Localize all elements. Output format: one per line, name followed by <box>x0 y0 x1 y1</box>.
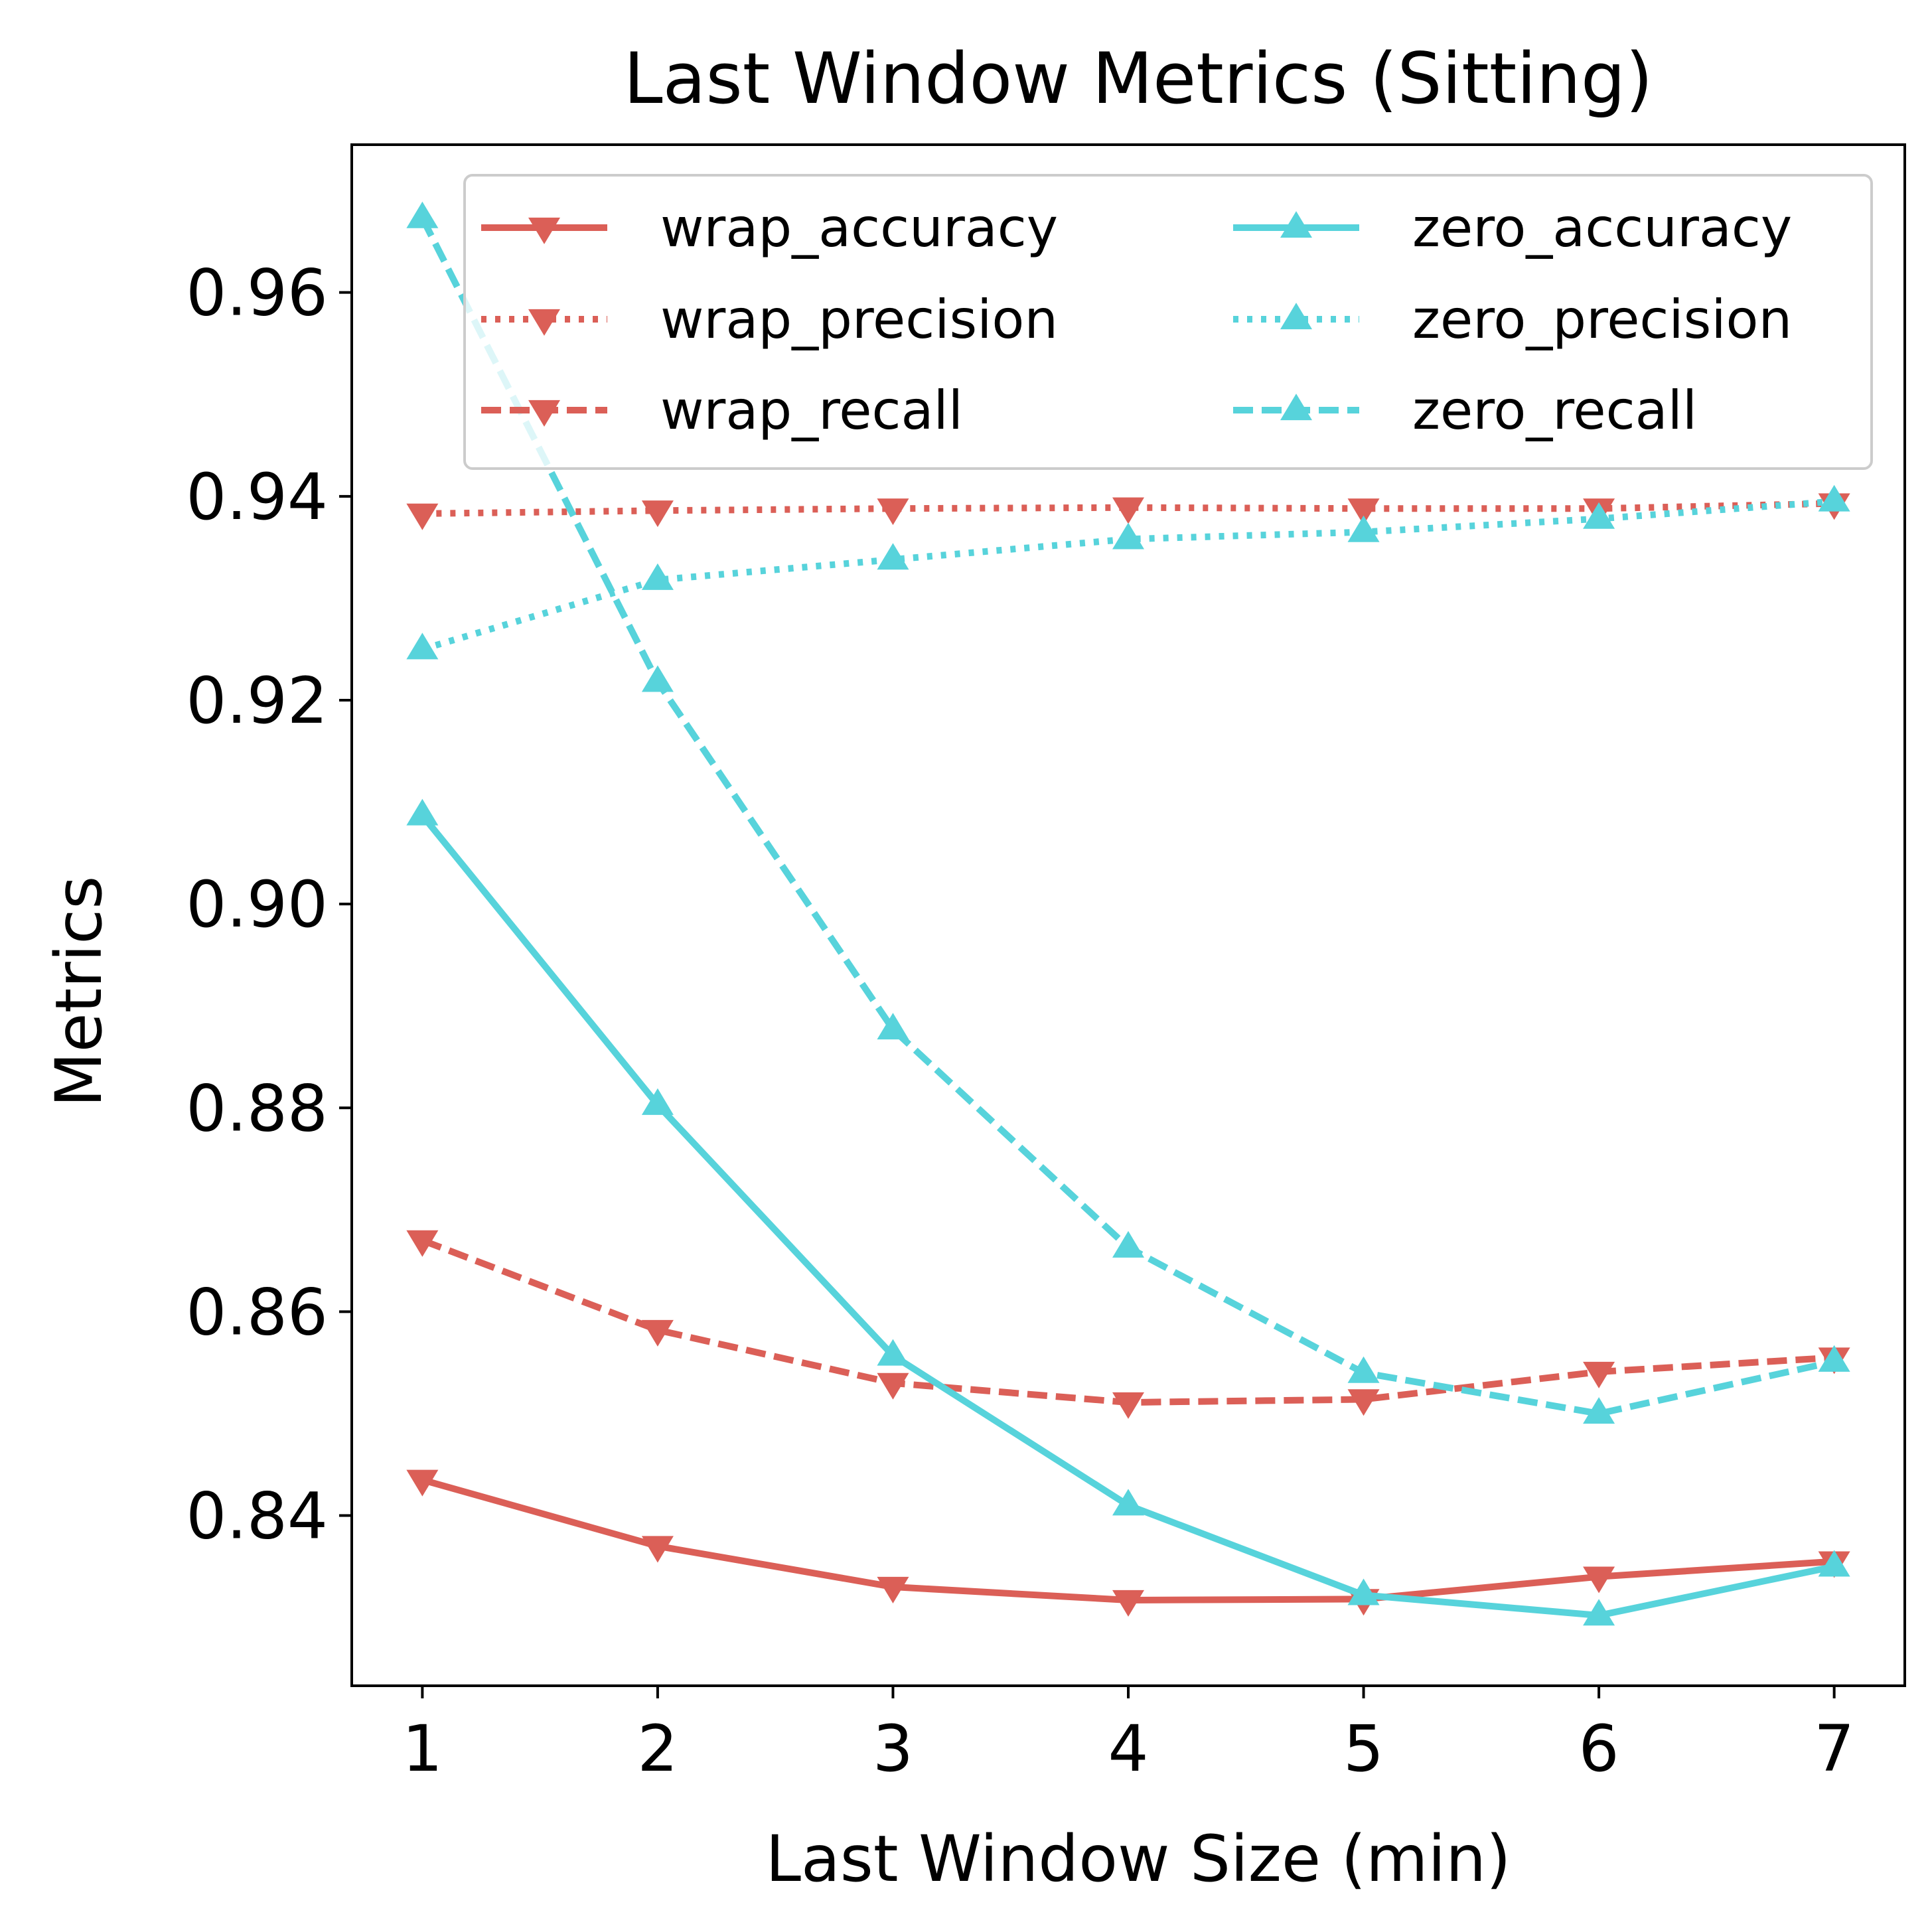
legend-item: wrap_accuracy <box>481 197 1058 259</box>
data-point <box>406 503 439 530</box>
legend-marker <box>1280 303 1312 330</box>
y-tick-label: 0.94 <box>186 460 328 534</box>
legend-label: zero_accuracy <box>1412 197 1792 259</box>
x-tick-label: 4 <box>1108 1712 1148 1786</box>
data-point <box>1112 1392 1144 1419</box>
data-point <box>1347 1578 1380 1605</box>
y-tick-label: 0.88 <box>186 1071 328 1146</box>
legend-marker <box>1280 394 1312 421</box>
data-point <box>1583 1566 1615 1594</box>
data-point <box>641 1319 674 1347</box>
legend-item: zero_accuracy <box>1233 197 1792 259</box>
plot-area <box>406 201 1850 1626</box>
data-point <box>1583 1599 1615 1626</box>
data-point <box>406 1469 439 1497</box>
x-tick-label: 2 <box>637 1712 678 1786</box>
data-point <box>1112 1590 1144 1617</box>
legend: wrap_accuracy wrap_precision wrap_recall ze… <box>463 174 1873 470</box>
data-point <box>1583 1361 1615 1388</box>
data-point <box>641 500 674 528</box>
data-point <box>641 1088 674 1115</box>
y-tick-label: 0.86 <box>186 1275 328 1349</box>
y-tick-label: 0.92 <box>186 664 328 738</box>
y-axis: 0.84 0.86 0.88 0.90 0.92 0.94 0.96 <box>186 256 352 1554</box>
data-point <box>1818 1345 1850 1372</box>
legend-label: zero_precision <box>1412 289 1792 350</box>
legend-marker <box>528 400 560 427</box>
data-point <box>1112 497 1144 524</box>
y-axis-label: Metrics <box>42 876 116 1107</box>
data-point <box>877 1373 909 1400</box>
data-point <box>1583 502 1615 529</box>
data-point <box>1818 1550 1850 1577</box>
data-point <box>877 1013 909 1040</box>
legend-item: zero_precision <box>1233 289 1792 350</box>
data-point <box>1347 1389 1380 1416</box>
legend-marker <box>1280 211 1312 238</box>
data-point <box>1347 515 1380 542</box>
data-point <box>877 498 909 526</box>
plot-frame <box>350 143 1906 1687</box>
data-point <box>1347 1356 1380 1383</box>
legend-item: zero_recall <box>1233 380 1697 441</box>
series-zero-accuracy <box>406 798 1850 1626</box>
x-axis: 1 2 3 4 5 6 7 <box>402 1686 1854 1786</box>
legend-marker <box>528 217 560 244</box>
x-tick-label: 7 <box>1814 1712 1854 1786</box>
data-point <box>406 1230 439 1257</box>
data-point <box>1112 1489 1144 1516</box>
data-point <box>877 1339 909 1366</box>
x-tick-label: 1 <box>402 1712 443 1786</box>
data-point <box>641 1536 674 1563</box>
x-axis-label: Last Window Size (min) <box>765 1822 1511 1896</box>
data-point <box>641 665 674 692</box>
data-point <box>406 798 439 826</box>
legend-label: wrap_precision <box>660 289 1058 350</box>
data-point <box>1347 498 1380 526</box>
data-point <box>1112 522 1144 550</box>
data-point <box>1112 1230 1144 1258</box>
chart-title: Last Window Metrics (Sitting) <box>623 38 1653 119</box>
legend-label: wrap_accuracy <box>660 197 1058 259</box>
data-point <box>877 543 909 570</box>
data-point <box>877 1576 909 1603</box>
data-point <box>1583 1397 1615 1424</box>
data-point <box>406 632 439 660</box>
legend-item: wrap_precision <box>481 289 1058 350</box>
legend-marker <box>528 309 560 336</box>
x-tick-label: 3 <box>873 1712 913 1786</box>
x-tick-label: 6 <box>1579 1712 1619 1786</box>
x-tick-label: 5 <box>1343 1712 1384 1786</box>
data-point <box>641 563 674 590</box>
legend-label: zero_recall <box>1412 380 1697 441</box>
legend-box <box>463 174 1873 470</box>
data-point <box>406 201 439 228</box>
legend-item: wrap_recall <box>481 380 963 441</box>
legend-label: wrap_recall <box>660 380 963 441</box>
y-tick-label: 0.84 <box>186 1479 328 1554</box>
data-point <box>1818 484 1850 512</box>
y-tick-label: 0.90 <box>186 867 328 942</box>
series-zero-precision <box>406 484 1850 660</box>
series-zero-recall <box>406 201 1850 1424</box>
y-tick-label: 0.96 <box>186 256 328 331</box>
